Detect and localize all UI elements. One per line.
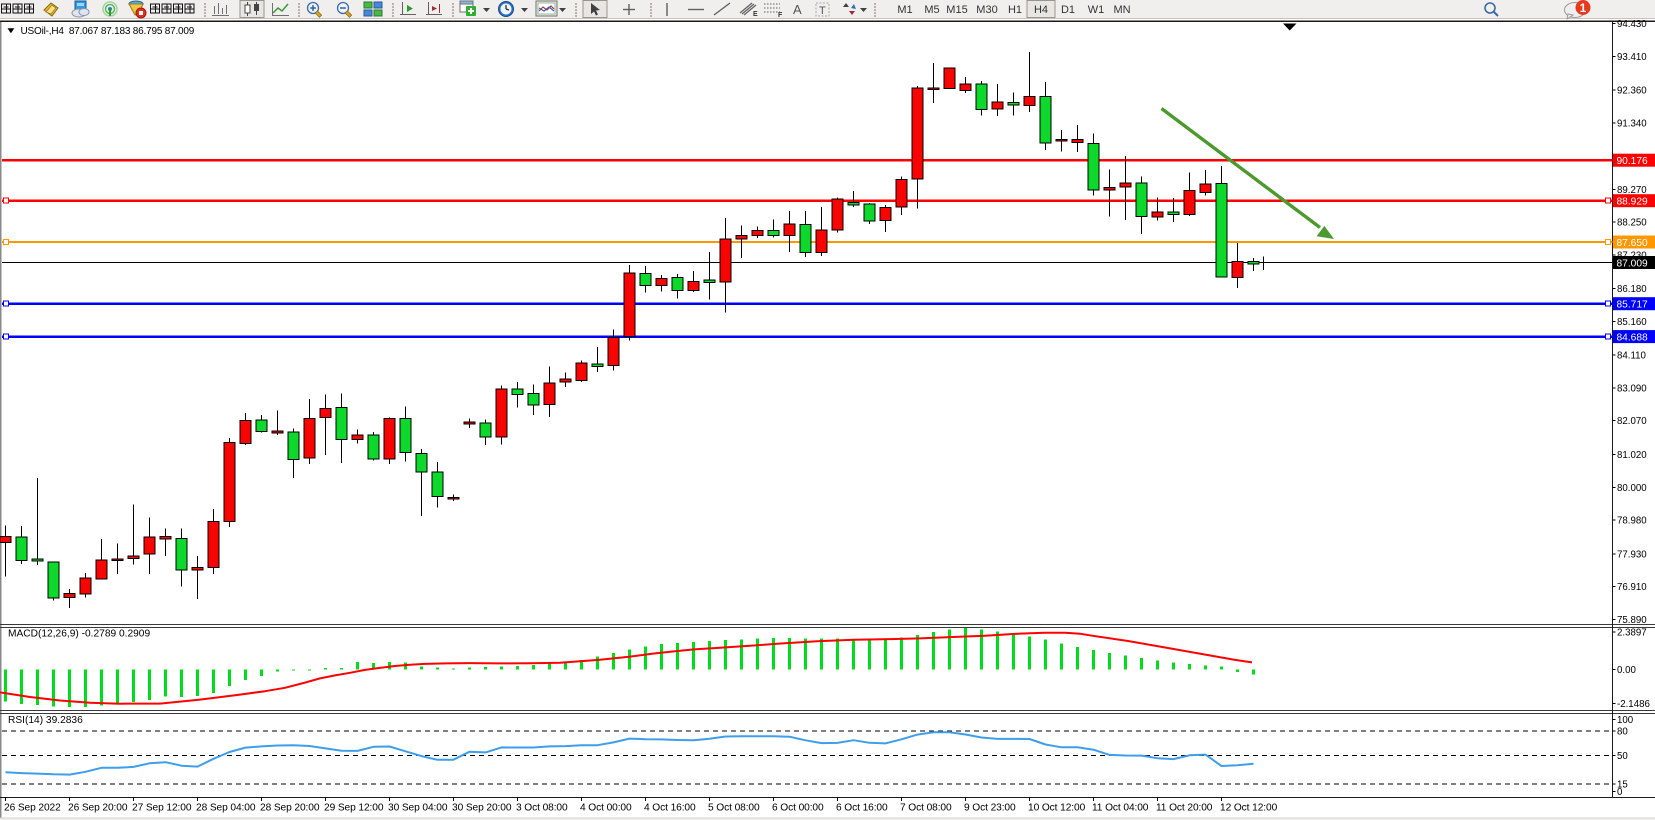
svg-text:28 Sep 04:00: 28 Sep 04:00 bbox=[196, 803, 256, 814]
svg-text:M30: M30 bbox=[976, 4, 997, 16]
svg-text:77.930: 77.930 bbox=[1617, 549, 1647, 560]
svg-text:88.929: 88.929 bbox=[1617, 197, 1648, 208]
svg-text:92.360: 92.360 bbox=[1617, 86, 1647, 97]
svg-text:83.090: 83.090 bbox=[1617, 383, 1647, 394]
svg-text:30 Sep 20:00: 30 Sep 20:00 bbox=[452, 803, 512, 814]
svg-text:4 Oct 00:00: 4 Oct 00:00 bbox=[580, 803, 632, 814]
svg-text:6 Oct 16:00: 6 Oct 16:00 bbox=[836, 803, 888, 814]
svg-text:84.110: 84.110 bbox=[1617, 351, 1647, 362]
svg-text:M15: M15 bbox=[946, 4, 967, 16]
svg-text:26 Sep 2022: 26 Sep 2022 bbox=[4, 803, 61, 814]
svg-text:-2.1486: -2.1486 bbox=[1617, 699, 1650, 710]
svg-text:15: 15 bbox=[1617, 780, 1628, 791]
svg-text:5 Oct 08:00: 5 Oct 08:00 bbox=[708, 803, 760, 814]
svg-text:0.00: 0.00 bbox=[1617, 665, 1636, 676]
svg-text:85.160: 85.160 bbox=[1617, 317, 1647, 328]
svg-text:86.180: 86.180 bbox=[1617, 284, 1647, 295]
svg-text:H1: H1 bbox=[1008, 4, 1022, 16]
svg-text:27 Sep 12:00: 27 Sep 12:00 bbox=[132, 803, 192, 814]
svg-text:81.020: 81.020 bbox=[1617, 450, 1647, 461]
svg-text:1: 1 bbox=[1580, 1, 1587, 15]
svg-text:30 Sep 04:00: 30 Sep 04:00 bbox=[388, 803, 448, 814]
svg-text:M5: M5 bbox=[924, 4, 939, 16]
svg-text:76.910: 76.910 bbox=[1617, 582, 1647, 593]
svg-text:85.717: 85.717 bbox=[1617, 300, 1648, 311]
svg-text:90.176: 90.176 bbox=[1617, 156, 1648, 167]
svg-text:29 Sep 12:00: 29 Sep 12:00 bbox=[324, 803, 384, 814]
svg-text:100: 100 bbox=[1617, 715, 1634, 726]
svg-text:3 Oct 08:00: 3 Oct 08:00 bbox=[516, 803, 568, 814]
svg-text:87.009: 87.009 bbox=[1617, 259, 1648, 270]
svg-text:91.340: 91.340 bbox=[1617, 118, 1647, 129]
svg-text:D1: D1 bbox=[1061, 4, 1075, 16]
svg-text:7 Oct 08:00: 7 Oct 08:00 bbox=[900, 803, 952, 814]
svg-text:10 Oct 12:00: 10 Oct 12:00 bbox=[1028, 803, 1086, 814]
svg-text:88.250: 88.250 bbox=[1617, 218, 1647, 229]
svg-text:6 Oct 00:00: 6 Oct 00:00 bbox=[772, 803, 824, 814]
svg-text:80.000: 80.000 bbox=[1617, 483, 1647, 494]
svg-text:9 Oct 23:00: 9 Oct 23:00 bbox=[964, 803, 1016, 814]
svg-text:93.410: 93.410 bbox=[1617, 52, 1647, 63]
svg-text:94.430: 94.430 bbox=[1617, 19, 1647, 30]
svg-text:F: F bbox=[778, 12, 783, 19]
svg-text:11 Oct 20:00: 11 Oct 20:00 bbox=[1156, 803, 1213, 814]
svg-text:2.3897: 2.3897 bbox=[1617, 628, 1647, 639]
svg-text:87.230: 87.230 bbox=[1617, 250, 1647, 261]
svg-text:M1: M1 bbox=[897, 4, 912, 16]
svg-text:28 Sep 20:00: 28 Sep 20:00 bbox=[260, 803, 320, 814]
svg-text:4 Oct 16:00: 4 Oct 16:00 bbox=[644, 803, 696, 814]
svg-text:A: A bbox=[793, 2, 802, 17]
svg-text:T: T bbox=[819, 5, 826, 17]
svg-text:RSI(14) 39.2836: RSI(14) 39.2836 bbox=[8, 715, 83, 726]
svg-text:W1: W1 bbox=[1088, 4, 1105, 16]
svg-text:H4: H4 bbox=[1034, 4, 1048, 16]
svg-text:MN: MN bbox=[1113, 4, 1130, 16]
svg-text:MACD(12,26,9) -0.2789 0.2909: MACD(12,26,9) -0.2789 0.2909 bbox=[8, 629, 150, 640]
svg-text:11 Oct 04:00: 11 Oct 04:00 bbox=[1092, 803, 1149, 814]
svg-text:USOil-,H4 87.067 87.183 86.79: USOil-,H4 87.067 87.183 86.795 87.009 bbox=[21, 26, 195, 37]
svg-text:80: 80 bbox=[1617, 727, 1628, 738]
svg-text:78.980: 78.980 bbox=[1617, 516, 1647, 527]
svg-text:12 Oct 12:00: 12 Oct 12:00 bbox=[1220, 803, 1278, 814]
svg-text:82.070: 82.070 bbox=[1617, 416, 1647, 427]
svg-text:50: 50 bbox=[1617, 751, 1628, 762]
svg-text:89.270: 89.270 bbox=[1617, 185, 1647, 196]
svg-text:E: E bbox=[753, 11, 758, 18]
svg-text:26 Sep 20:00: 26 Sep 20:00 bbox=[68, 803, 128, 814]
svg-text:87.650: 87.650 bbox=[1617, 238, 1648, 249]
svg-text:0: 0 bbox=[1617, 787, 1623, 798]
svg-text:75.890: 75.890 bbox=[1617, 615, 1647, 626]
svg-text:84.688: 84.688 bbox=[1617, 333, 1648, 344]
